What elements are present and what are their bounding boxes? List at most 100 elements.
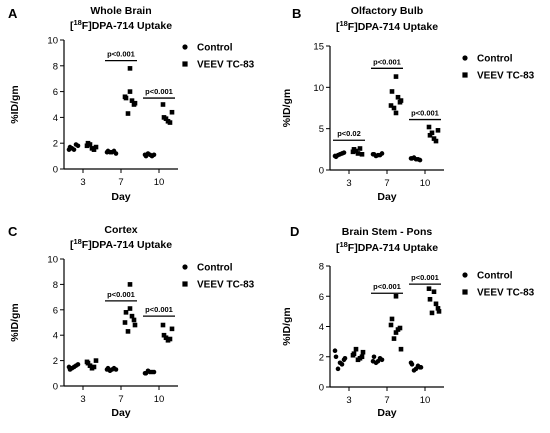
point-veev [131,317,137,323]
panel-title: Olfactory Bulb [351,5,423,17]
y-tick-label: 6 [319,292,324,303]
point-veev [87,363,93,368]
point-control [418,365,424,370]
legend-label: VEEV TC-83 [477,288,535,299]
point-veev [360,349,366,355]
panel-subtitle: [18F]DPA-714 Uptake [336,19,438,33]
point-veev [431,289,437,295]
point-veev [398,98,404,103]
significance-label: p<0.001 [373,57,401,66]
point-control [73,142,79,147]
y-tick-label: 10 [47,255,58,266]
point-veev [357,355,363,361]
y-tick-label: 0 [319,166,324,177]
point-control [371,354,377,360]
point-control [66,147,72,152]
legend-label: VEEV TC-83 [477,71,535,82]
y-tick-label: 15 [313,42,324,53]
point-veev [84,359,90,365]
panel-letter: A [8,6,18,21]
y-tick-label: 8 [53,61,58,72]
point-control [342,355,348,361]
point-veev [355,151,361,156]
point-veev [127,89,133,94]
point-veev [353,148,359,154]
point-veev [127,282,133,287]
point-control [411,368,417,373]
y-tick-label: 2 [53,139,58,150]
panel-letter: B [292,6,301,21]
point-veev [91,147,97,152]
point-veev [388,103,394,108]
point-veev [129,313,135,319]
legend-marker-circle [182,264,188,270]
x-tick-label: 7 [384,178,389,189]
point-control [149,369,155,375]
x-tick-label: 3 [346,395,351,406]
point-veev [160,102,166,107]
point-veev [132,100,138,106]
point-veev [163,335,169,341]
significance-label: p<0.02 [337,129,361,138]
point-veev [393,74,399,79]
point-veev [393,110,399,116]
y-tick-label: 4 [319,322,324,333]
panel-subtitle: [18F]DPA-714 Uptake [70,237,172,251]
point-veev [429,130,435,136]
point-control [142,152,148,158]
y-tick-label: 4 [53,113,58,124]
point-control [104,149,110,155]
x-axis-label: Day [111,191,130,203]
y-tick-label: 6 [53,305,58,316]
x-tick-label: 10 [154,394,165,405]
point-control [415,156,421,162]
x-tick-label: 7 [118,394,123,405]
panel-letter: D [290,224,299,239]
point-veev [125,329,131,334]
significance-label: p<0.001 [411,273,439,282]
y-tick-label: 10 [313,83,324,94]
y-axis-label: %ID/gm [281,307,293,346]
point-veev [350,352,356,358]
legend-marker-square [462,72,468,78]
point-veev [161,332,167,338]
point-veev [93,144,99,150]
point-veev [388,322,394,328]
point-control [332,153,338,159]
point-veev [127,66,133,71]
point-veev [163,116,169,121]
legend-marker-circle [462,272,468,278]
point-veev [395,327,401,332]
panel-title: Cortex [104,224,137,236]
legend-label: VEEV TC-83 [197,280,255,291]
significance-label: p<0.001 [145,87,173,96]
point-veev [84,143,90,149]
y-axis-label: %ID/gm [9,85,21,124]
y-axis-label: %ID/gm [9,303,21,342]
point-control [104,367,110,372]
point-veev [435,128,441,133]
point-control [339,151,345,156]
point-control [111,365,117,371]
point-control [377,152,383,158]
y-tick-label: 10 [47,36,58,47]
y-tick-label: 8 [319,262,324,273]
legend-label: Control [477,271,513,282]
point-veev [353,346,359,352]
legend-marker-square [462,289,468,295]
point-control [339,362,345,367]
panel-title: Brain Stem - Pons [342,226,433,238]
panel-subtitle: [18F]DPA-714 Uptake [70,18,172,32]
point-control [142,371,148,376]
x-axis-label: Day [377,407,396,419]
x-tick-label: 3 [80,394,85,405]
x-tick-label: 3 [80,177,85,188]
point-veev [426,124,432,130]
legend-label: Control [477,54,513,65]
point-veev [169,109,175,115]
point-veev [391,336,397,341]
x-axis-label: Day [111,407,130,419]
y-tick-label: 4 [53,331,58,342]
significance-label: p<0.001 [373,282,401,291]
